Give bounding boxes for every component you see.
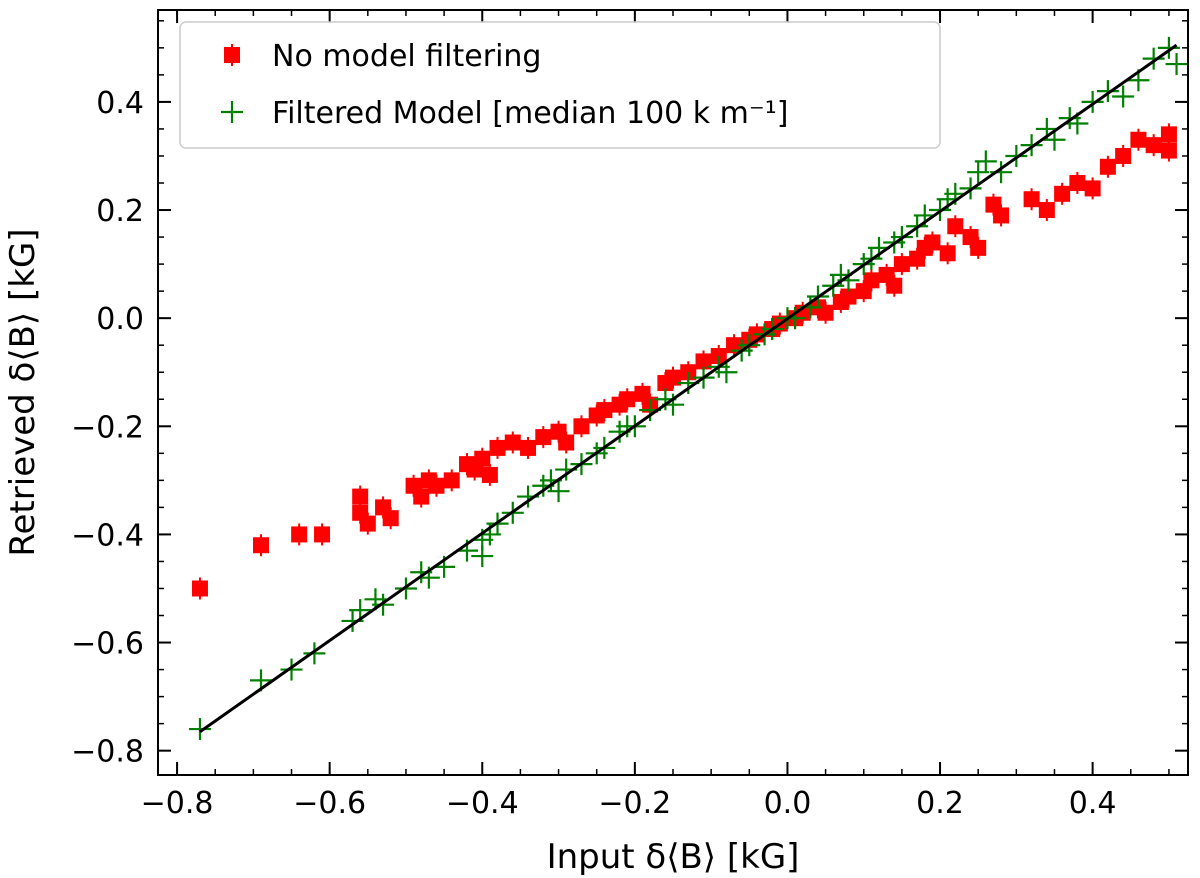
y-tick-label: 0.0	[96, 302, 144, 337]
red-point	[596, 399, 613, 422]
x-tick-label: −0.6	[293, 786, 366, 821]
red-point	[1160, 139, 1177, 162]
legend-box	[179, 21, 941, 149]
red-point	[939, 242, 956, 265]
red-point	[619, 388, 636, 411]
legend-red-marker	[224, 44, 240, 66]
legend-label-no-model-filtering: No model filtering	[272, 39, 541, 74]
green-point	[1157, 36, 1180, 59]
red-point	[413, 485, 430, 508]
red-point	[191, 577, 208, 600]
red-point	[794, 301, 811, 324]
red-point	[886, 274, 903, 297]
red-point	[1084, 177, 1101, 200]
red-point	[314, 523, 331, 546]
y-tick-label: 0.4	[96, 86, 144, 121]
red-point	[443, 469, 460, 492]
y-axis-label: Retrieved δ⟨B⟩ [kG]	[3, 228, 43, 556]
legend-label-filtered-model: Filtered Model [median 100 k m⁻¹]	[272, 96, 788, 131]
one-to-one-line	[199, 43, 1178, 733]
green-point	[280, 658, 303, 681]
red-point	[863, 269, 880, 292]
green-point	[974, 150, 997, 173]
red-point	[489, 436, 506, 459]
red-point	[359, 512, 376, 535]
red-point	[1069, 172, 1086, 195]
y-tick-label: −0.8	[71, 735, 144, 770]
red-point	[474, 447, 491, 470]
x-tick-label: −0.2	[598, 786, 671, 821]
red-point	[817, 301, 834, 324]
green-point	[1081, 90, 1104, 113]
green-point	[1142, 47, 1165, 70]
red-point	[947, 215, 964, 238]
red-point	[352, 485, 369, 508]
x-tick-label: −0.4	[446, 786, 519, 821]
y-tick-label: −0.4	[71, 518, 144, 553]
red-point	[291, 523, 308, 546]
green-point	[715, 361, 738, 384]
red-point	[665, 366, 681, 389]
x-axis-label: Input δ⟨B⟩ [kG]	[547, 837, 800, 877]
axis-ticks	[158, 10, 1188, 775]
x-tick-label: 0.2	[916, 786, 964, 821]
x-tick-label: 0.0	[764, 786, 812, 821]
red-point	[1099, 155, 1116, 178]
red-point	[504, 431, 521, 454]
green-point	[1165, 53, 1188, 76]
red-point	[382, 507, 399, 530]
legend-symbol-filtered-model	[221, 101, 243, 123]
legend-green-marker	[221, 101, 243, 123]
series-no-model-filtering	[191, 123, 1177, 600]
red-point	[1038, 199, 1055, 222]
red-point	[253, 534, 269, 557]
x-tick-label: 0.4	[1069, 786, 1117, 821]
red-point	[481, 463, 498, 486]
red-point	[970, 236, 987, 259]
red-point	[726, 334, 743, 357]
red-point	[520, 436, 537, 459]
y-tick-label: −0.2	[71, 410, 144, 445]
green-point	[188, 718, 211, 741]
x-tick-labels: −0.8 −0.6 −0.4 −0.2 0.0 0.2 0.4	[141, 786, 1117, 821]
legend-symbol-no-model-filtering	[224, 44, 240, 66]
red-point	[924, 231, 941, 254]
red-point	[893, 253, 910, 276]
red-point	[558, 431, 575, 454]
green-point	[303, 642, 326, 665]
red-point	[1054, 182, 1071, 205]
red-point	[1130, 128, 1147, 151]
red-point	[573, 415, 590, 438]
x-tick-label: −0.8	[141, 786, 214, 821]
red-point	[428, 474, 445, 497]
green-point	[547, 480, 570, 503]
legend: No model filtering Filtered Model [media…	[179, 21, 941, 149]
y-tick-label: −0.6	[71, 627, 144, 662]
red-point	[1115, 144, 1132, 167]
red-point	[535, 426, 552, 449]
red-point	[1023, 188, 1040, 211]
green-point	[1112, 85, 1135, 108]
green-point	[1020, 134, 1043, 157]
green-point	[1096, 80, 1119, 103]
y-tick-labels: −0.8 −0.6 −0.4 −0.2 0.0 0.2 0.4	[71, 86, 144, 770]
red-point	[1145, 134, 1162, 157]
red-point	[993, 204, 1010, 227]
y-tick-label: 0.2	[96, 194, 144, 229]
